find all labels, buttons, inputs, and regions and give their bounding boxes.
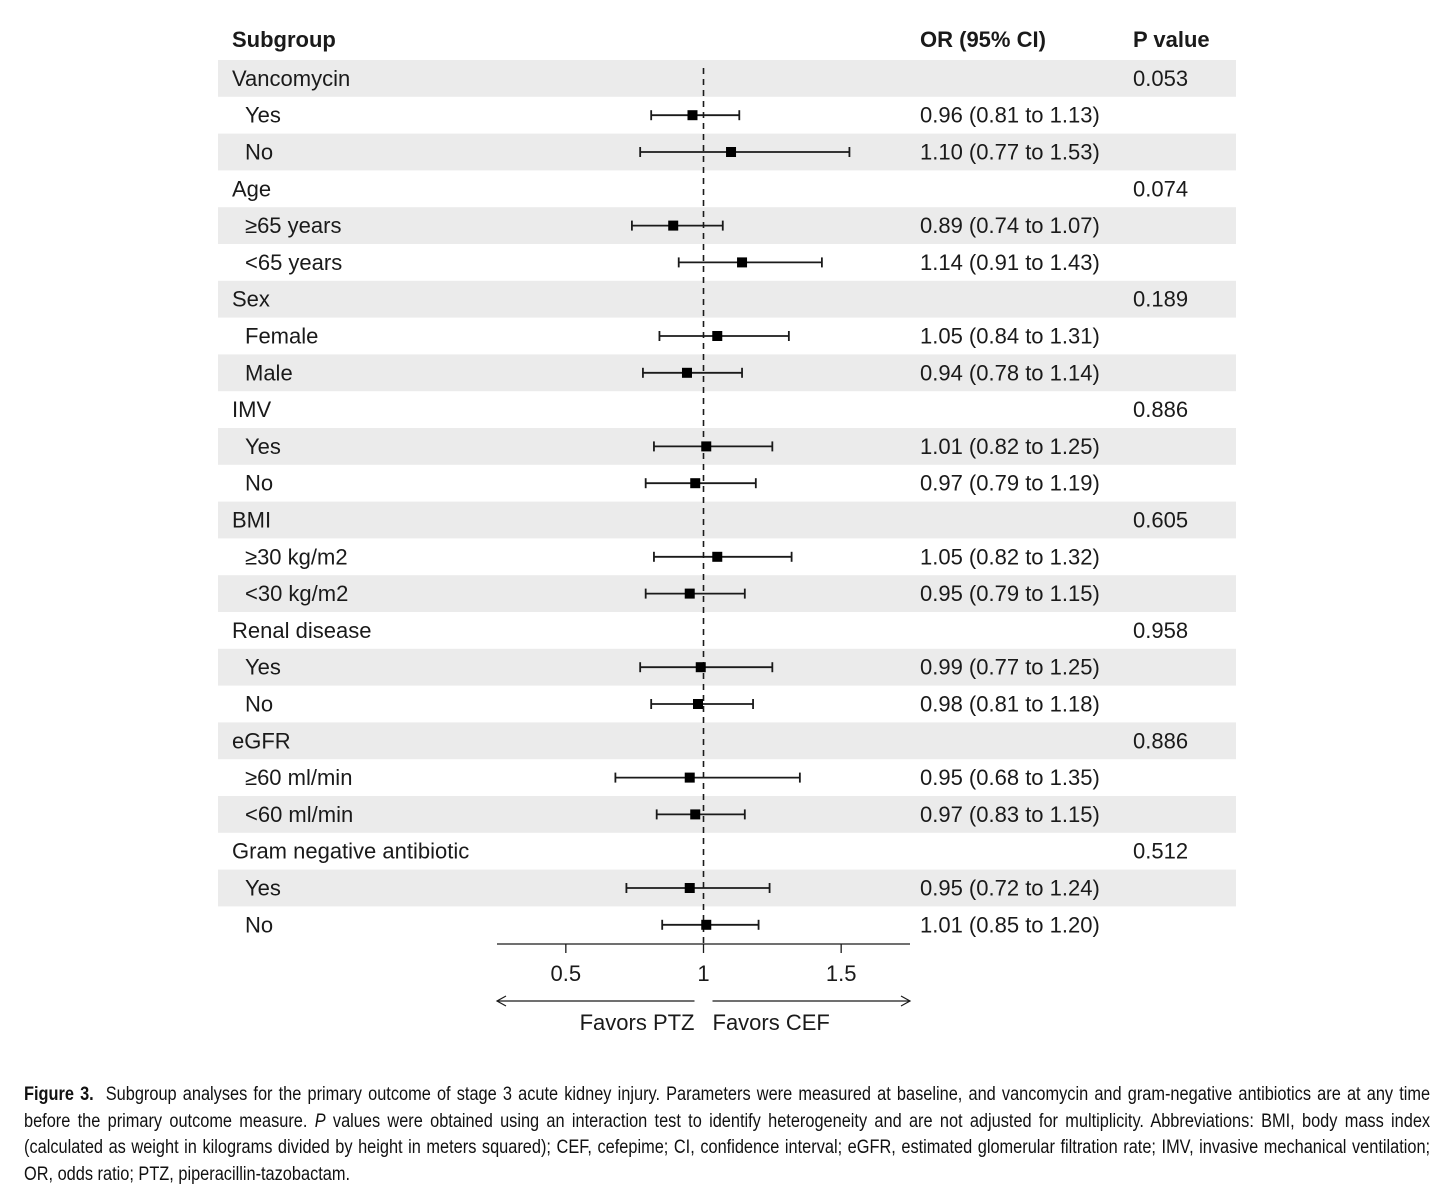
p-value: 0.886 (1133, 728, 1188, 753)
or-text-column: 0.96 (0.81 to 1.13) 1.10 (0.77 to 1.53) 0.… (920, 103, 1100, 938)
or-ci-text: 1.01 (0.85 to 1.20) (920, 912, 1100, 937)
or-ci-text: 0.98 (0.81 to 1.18) (920, 692, 1100, 717)
group-label: eGFR (232, 728, 291, 753)
or-point (726, 147, 737, 157)
caption-text: Subgroup analyses for the primary outcom… (24, 1084, 1431, 1132)
p-value: 0.053 (1133, 66, 1188, 91)
subgroup-label: ≥30 kg/m2 (245, 544, 348, 569)
header-p: P value (1133, 27, 1210, 52)
subgroup-label: ≥60 ml/min (245, 765, 352, 790)
caption-italic: P (314, 1110, 326, 1132)
or-ci-text: 1.10 (0.77 to 1.53) (920, 140, 1100, 165)
forest-plot: Subgroup OR (95% CI) P value Vancomycin Y… (218, 27, 1236, 1035)
or-ci-text: 0.95 (0.72 to 1.24) (920, 876, 1100, 901)
p-value: 0.512 (1133, 839, 1188, 864)
or-ci-text: 1.05 (0.82 to 1.32) (920, 544, 1100, 569)
figure-caption: Figure 3. Subgroup analyses for the prima… (24, 1082, 1430, 1188)
p-value: 0.074 (1133, 176, 1188, 201)
x-tick-label: 1 (697, 961, 709, 986)
or-ci-text: 0.95 (0.79 to 1.15) (920, 581, 1100, 606)
header-subgroup: Subgroup (232, 27, 336, 52)
p-value: 0.958 (1133, 618, 1188, 643)
or-point (687, 110, 698, 121)
or-point (681, 367, 692, 378)
or-point (737, 257, 748, 268)
or-point (712, 331, 723, 341)
subgroup-label: Female (245, 324, 318, 349)
or-point (684, 772, 695, 783)
p-value: 0.605 (1133, 508, 1188, 533)
or-ci-text: 1.01 (0.82 to 1.25) (920, 434, 1100, 459)
p-value-column: 0.053 0.074 0.189 0.886 0.605 0.958 0.886 0.512 (1133, 66, 1188, 864)
or-ci-text: 0.97 (0.83 to 1.15) (920, 802, 1100, 827)
subgroup-label: ≥65 years (245, 213, 341, 238)
subgroup-label: <60 ml/min (245, 802, 353, 827)
or-point (701, 919, 712, 930)
subgroup-label: No (245, 912, 273, 937)
subgroup-label: No (245, 471, 273, 496)
subgroup-label: No (245, 140, 273, 165)
x-tick-label: 0.5 (551, 961, 582, 986)
group-label: Vancomycin (232, 66, 350, 91)
arrow-right-head (900, 995, 912, 1007)
subgroup-label: Yes (245, 434, 281, 459)
header-or: OR (95% CI) (920, 27, 1046, 52)
p-value: 0.886 (1133, 397, 1188, 422)
column-headers: Subgroup OR (95% CI) P value (232, 27, 1210, 52)
x-tick-label: 1.5 (826, 961, 857, 986)
group-label: Renal disease (232, 618, 371, 643)
or-point (668, 220, 679, 231)
subgroup-label: Yes (245, 655, 281, 680)
or-ci-text: 1.05 (0.84 to 1.31) (920, 324, 1100, 349)
subgroup-label: Male (245, 360, 293, 385)
or-point (692, 699, 703, 709)
or-point (684, 883, 695, 893)
direction-arrows: Favors PTZ Favors CEF (495, 995, 912, 1035)
subgroup-label: Yes (245, 876, 281, 901)
or-point (690, 809, 701, 820)
subgroup-label: <65 years (245, 250, 342, 275)
subgroup-label: Yes (245, 103, 281, 128)
row-stripe (218, 207, 1236, 244)
subgroup-label: No (245, 692, 273, 717)
caption-text-2: values were obtained using an interactio… (24, 1110, 1431, 1185)
row-stripe (218, 501, 1236, 539)
group-label: BMI (232, 508, 271, 533)
x-axis: 0.5 1 1.5 (497, 943, 910, 986)
row-stripe (218, 722, 1236, 760)
row-stripe (218, 280, 1236, 318)
or-point (712, 551, 723, 562)
subgroup-label: <30 kg/m2 (245, 581, 348, 606)
or-point (701, 441, 712, 452)
forest-marks (614, 110, 851, 930)
group-label: Age (232, 176, 271, 201)
or-ci-text: 0.94 (0.78 to 1.14) (920, 360, 1100, 385)
favors-right-label: Favors CEF (713, 1010, 830, 1035)
or-ci-text: 0.89 (0.74 to 1.07) (920, 213, 1100, 238)
group-label: IMV (232, 397, 271, 422)
subgroup-labels: Vancomycin Yes No Age ≥65 years <65 years Sex F… (232, 66, 469, 937)
caption-label: Figure 3. (24, 1084, 94, 1105)
p-value: 0.189 (1133, 287, 1188, 312)
row-stripe (218, 60, 1236, 97)
or-ci-text: 0.96 (0.81 to 1.13) (920, 103, 1100, 128)
favors-left-label: Favors PTZ (580, 1010, 695, 1035)
or-point (690, 478, 701, 489)
arrow-left-head (495, 995, 507, 1007)
or-ci-text: 0.97 (0.79 to 1.19) (920, 471, 1100, 496)
group-label: Sex (232, 287, 270, 312)
or-point (684, 588, 695, 599)
or-ci-text: 0.99 (0.77 to 1.25) (920, 655, 1100, 680)
or-ci-text: 0.95 (0.68 to 1.35) (920, 765, 1100, 790)
or-point (695, 662, 706, 673)
or-ci-text: 1.14 (0.91 to 1.43) (920, 250, 1100, 275)
group-label: Gram negative antibiotic (232, 839, 469, 864)
